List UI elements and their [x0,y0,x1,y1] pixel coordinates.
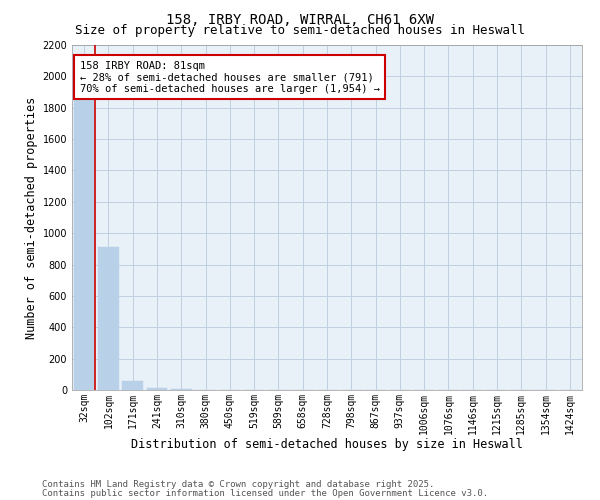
Text: Size of property relative to semi-detached houses in Heswall: Size of property relative to semi-detach… [75,24,525,37]
X-axis label: Distribution of semi-detached houses by size in Heswall: Distribution of semi-detached houses by … [131,438,523,451]
Bar [122,382,143,390]
Text: Contains HM Land Registry data © Crown copyright and database right 2025.: Contains HM Land Registry data © Crown c… [42,480,434,489]
Text: Contains public sector information licensed under the Open Government Licence v3: Contains public sector information licen… [42,489,488,498]
Bar [74,92,94,390]
Text: 158 IRBY ROAD: 81sqm
← 28% of semi-detached houses are smaller (791)
70% of semi: 158 IRBY ROAD: 81sqm ← 28% of semi-detac… [80,60,380,94]
Y-axis label: Number of semi-detached properties: Number of semi-detached properties [25,96,38,338]
Text: 158, IRBY ROAD, WIRRAL, CH61 6XW: 158, IRBY ROAD, WIRRAL, CH61 6XW [166,12,434,26]
Bar [171,389,191,390]
Bar [98,248,119,390]
Bar [146,388,167,390]
